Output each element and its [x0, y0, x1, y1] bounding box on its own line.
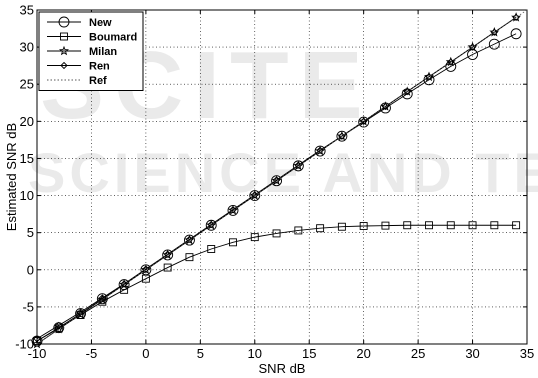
data-point-ren [272, 176, 281, 184]
series-line-ref [36, 9, 528, 345]
data-point-milan [75, 309, 86, 319]
series-ref [36, 9, 528, 345]
x-tick-label: 35 [520, 346, 534, 361]
data-point-boumard [294, 226, 303, 235]
data-point-boumard [141, 274, 150, 283]
data-point-boumard [250, 233, 259, 242]
data-point-ren [403, 88, 411, 96]
data-point-ren [447, 58, 455, 66]
data-point-boumard [272, 229, 281, 238]
legend-label-ren: Ren [89, 61, 110, 73]
legend-marker-ren [60, 61, 68, 70]
data-point-boumard [33, 337, 41, 345]
data-point-ren [207, 220, 215, 229]
data-point-boumard [468, 221, 477, 230]
data-point-ren [98, 294, 106, 302]
data-point-boumard [446, 221, 455, 230]
data-point-milan [489, 27, 500, 37]
series-boumard [33, 221, 521, 345]
y-tick-label: -5 [22, 299, 34, 314]
data-point-ren [164, 250, 172, 258]
data-point-boumard [185, 253, 194, 262]
series-layer [31, 9, 528, 349]
x-tick-label: 30 [465, 346, 479, 361]
legend-marker-milan [59, 45, 69, 56]
data-point-milan [445, 56, 456, 67]
legend-marker-new [58, 16, 70, 28]
data-point-milan [380, 101, 391, 111]
y-axis-label: Estimated SNR dB [4, 123, 19, 231]
x-axis-label: SNR dB [259, 361, 306, 376]
data-point-new [445, 60, 457, 72]
data-point-boumard [403, 221, 412, 230]
y-tick-label: 15 [20, 151, 34, 166]
axis-ticks: -10 -5 0 5 10 15 20 25 30 35 -10 -5 0 5 10 15 20 25 30 35 [15, 3, 534, 362]
data-point-new [510, 28, 522, 40]
data-point-boumard [316, 224, 325, 233]
watermark-line2: SCIENCE AND TEC [28, 141, 538, 204]
x-tick-label: 10 [248, 346, 262, 361]
data-point-boumard [490, 221, 499, 230]
data-point-ren [76, 308, 85, 316]
data-point-boumard [337, 222, 346, 231]
data-point-boumard [359, 222, 368, 230]
data-point-ren [229, 206, 237, 214]
y-tick-label: 10 [20, 188, 34, 203]
x-tick-label: -5 [86, 346, 98, 361]
legend-label-boumard: Boumard [89, 32, 137, 44]
data-point-boumard [207, 245, 216, 253]
data-point-milan [53, 323, 64, 334]
x-tick-label: -10 [28, 346, 47, 361]
data-point-new [488, 38, 500, 50]
legend: New Boumard Milan Ren Ref [38, 11, 144, 91]
y-tick-label: 25 [20, 77, 34, 92]
x-tick-label: 15 [302, 346, 316, 361]
data-point-ren [33, 335, 41, 343]
y-tick-label: 30 [20, 40, 34, 55]
data-point-ren [120, 280, 128, 288]
legend-marker-boumard [60, 32, 68, 41]
data-point-milan [402, 86, 413, 96]
data-point-milan [467, 41, 478, 52]
series-line-boumard [36, 224, 517, 342]
data-point-ren [316, 146, 324, 154]
data-point-milan [336, 130, 347, 141]
data-point-milan [424, 71, 434, 82]
x-tick-label: 25 [411, 346, 425, 361]
plot-frame [36, 9, 528, 345]
y-tick-label: 20 [20, 114, 34, 129]
x-tick-label: 20 [356, 346, 370, 361]
data-point-ren [360, 117, 368, 125]
data-point-ren [490, 28, 498, 36]
legend-label-new: New [89, 17, 112, 29]
data-point-milan [511, 12, 522, 22]
data-point-boumard [512, 221, 521, 230]
data-point-boumard [381, 221, 390, 230]
y-tick-label: -10 [15, 337, 34, 352]
y-tick-label: 35 [20, 3, 34, 18]
data-point-milan [32, 338, 42, 349]
data-point-boumard [163, 263, 172, 272]
x-tick-label: 0 [142, 346, 149, 361]
data-point-boumard [425, 221, 433, 230]
y-tick-label: 0 [27, 262, 34, 277]
x-tick-label: 5 [197, 346, 204, 361]
data-point-ren [55, 321, 63, 330]
data-point-milan [358, 116, 369, 126]
data-point-ren [185, 235, 194, 243]
data-point-boumard [229, 238, 237, 247]
legend-label-ref: Ref [89, 75, 107, 87]
y-tick-label: 5 [27, 225, 34, 240]
legend-label-milan: Milan [89, 46, 117, 58]
